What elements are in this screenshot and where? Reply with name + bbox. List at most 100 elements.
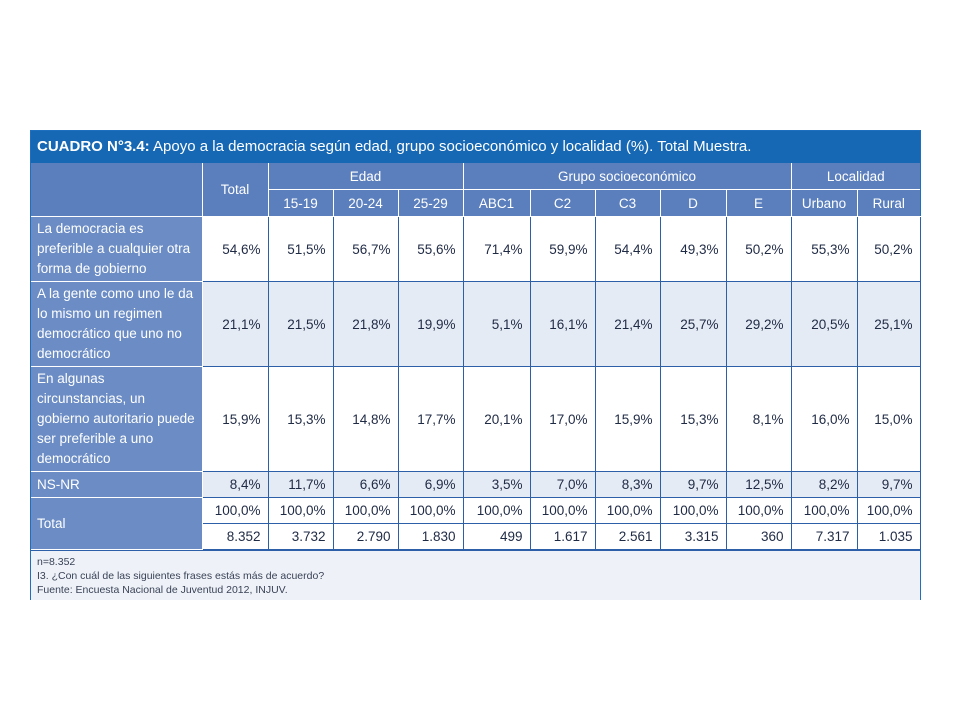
note-question: I3. ¿Con cuál de las siguientes frases e… xyxy=(37,570,325,582)
table-cell: 15,3% xyxy=(268,366,334,472)
table-cell: 50,2% xyxy=(857,216,921,282)
table-cell: 19,9% xyxy=(398,281,464,367)
table-cell: 100,0% xyxy=(463,497,531,524)
table-cell: 17,7% xyxy=(398,366,464,472)
table-cell: 7.317 xyxy=(791,523,858,550)
row-label: NS-NR xyxy=(31,471,203,498)
header-sub: Rural xyxy=(857,189,921,217)
table-cell: 6,9% xyxy=(398,471,464,498)
table-cell: 100,0% xyxy=(595,497,661,524)
table-cell: 100,0% xyxy=(398,497,464,524)
table-cell: 360 xyxy=(726,523,792,550)
table-notes: n=8.352 I3. ¿Con cuál de las siguientes … xyxy=(31,550,920,600)
table-cell: 100,0% xyxy=(530,497,596,524)
header-group-gse: Grupo socioeconómico xyxy=(463,163,792,190)
table-cell: 8,1% xyxy=(726,366,792,472)
table-cell: 6,6% xyxy=(333,471,399,498)
table-cell: 100,0% xyxy=(202,497,269,524)
note-source: Fuente: Encuesta Nacional de Juventud 20… xyxy=(37,584,288,596)
table-cell: 25,7% xyxy=(660,281,727,367)
table-cell: 50,2% xyxy=(726,216,792,282)
table-row-total-counts: 8.352 3.732 2.790 1.830 499 1.617 2.561 … xyxy=(31,523,921,550)
header-sub: C2 xyxy=(530,189,596,217)
table-cell: 54,4% xyxy=(595,216,661,282)
table-cell: 11,7% xyxy=(268,471,334,498)
table-cell: 17,0% xyxy=(530,366,596,472)
table-cell: 100,0% xyxy=(268,497,334,524)
table-row-total-percent: Total 100,0% 100,0% 100,0% 100,0% 100,0%… xyxy=(31,497,921,550)
header-corner xyxy=(31,163,203,217)
table-cell: 49,3% xyxy=(660,216,727,282)
table-cell: 15,9% xyxy=(595,366,661,472)
table-cell: 54,6% xyxy=(202,216,269,282)
table-cell: 15,0% xyxy=(857,366,921,472)
row-label: La democracia es preferible a cualquier … xyxy=(31,216,203,282)
table-cell: 8,2% xyxy=(791,471,858,498)
table-cell: 499 xyxy=(463,523,531,550)
header-sub: 25-29 xyxy=(398,189,464,217)
table-cell: 2.790 xyxy=(333,523,399,550)
table-cell: 20,1% xyxy=(463,366,531,472)
table-title-text: Apoyo a la democracia según edad, grupo … xyxy=(149,138,752,155)
table-cell: 3.732 xyxy=(268,523,334,550)
table-cell: 100,0% xyxy=(660,497,727,524)
header-sub: 15-19 xyxy=(268,189,334,217)
header-sub: ABC1 xyxy=(463,189,531,217)
note-sample-size: n=8.352 xyxy=(37,556,76,568)
table-cell: 55,3% xyxy=(791,216,858,282)
table-cell: 59,9% xyxy=(530,216,596,282)
table-cell: 14,8% xyxy=(333,366,399,472)
header-sub: Urbano xyxy=(791,189,858,217)
table-cell: 15,9% xyxy=(202,366,269,472)
header-total: Total xyxy=(202,163,269,217)
row-label: En algunas circunstancias, un gobierno a… xyxy=(31,366,203,472)
table-cell: 8,4% xyxy=(202,471,269,498)
table-cell: 9,7% xyxy=(660,471,727,498)
header-sub: C3 xyxy=(595,189,661,217)
table-cell: 8.352 xyxy=(202,523,269,550)
header-sub: 20-24 xyxy=(333,189,399,217)
table-row: La democracia es preferible a cualquier … xyxy=(31,216,921,282)
table-cell: 1.830 xyxy=(398,523,464,550)
table-frame: CUADRO N°3.4: Apoyo a la democracia segú… xyxy=(30,130,921,600)
table-cell: 3,5% xyxy=(463,471,531,498)
row-label: A la gente como uno le da lo mismo un re… xyxy=(31,281,203,367)
table-row: NS-NR 8,4% 11,7% 6,6% 6,9% 3,5% 7,0% 8,3… xyxy=(31,471,921,498)
table-cell: 21,1% xyxy=(202,281,269,367)
table-row: A la gente como uno le da lo mismo un re… xyxy=(31,281,921,367)
table-cell: 7,0% xyxy=(530,471,596,498)
table-cell: 16,0% xyxy=(791,366,858,472)
table-cell: 56,7% xyxy=(333,216,399,282)
data-table: Total Edad Grupo socioeconómico Localida… xyxy=(31,163,921,550)
table-cell: 100,0% xyxy=(726,497,792,524)
table-title-number: CUADRO N°3.4: xyxy=(37,138,150,155)
table-cell: 1.035 xyxy=(857,523,921,550)
table-cell: 25,1% xyxy=(857,281,921,367)
header-group-edad: Edad xyxy=(268,163,464,190)
table-cell: 100,0% xyxy=(333,497,399,524)
table-cell: 29,2% xyxy=(726,281,792,367)
table-cell: 3.315 xyxy=(660,523,727,550)
table-cell: 9,7% xyxy=(857,471,921,498)
table-cell: 100,0% xyxy=(857,497,921,524)
header-sub: E xyxy=(726,189,792,217)
table-cell: 20,5% xyxy=(791,281,858,367)
table-cell: 8,3% xyxy=(595,471,661,498)
table-cell: 71,4% xyxy=(463,216,531,282)
table-cell: 21,4% xyxy=(595,281,661,367)
header-sub: D xyxy=(660,189,727,217)
table-cell: 5,1% xyxy=(463,281,531,367)
table-cell: 21,5% xyxy=(268,281,334,367)
table-row: En algunas circunstancias, un gobierno a… xyxy=(31,366,921,472)
table-cell: 15,3% xyxy=(660,366,727,472)
table-cell: 2.561 xyxy=(595,523,661,550)
table-title: CUADRO N°3.4: Apoyo a la democracia segú… xyxy=(31,131,920,163)
table-cell: 21,8% xyxy=(333,281,399,367)
table-cell: 1.617 xyxy=(530,523,596,550)
table-cell: 16,1% xyxy=(530,281,596,367)
table-cell: 100,0% xyxy=(791,497,858,524)
row-label-total: Total xyxy=(31,497,203,550)
table-cell: 12,5% xyxy=(726,471,792,498)
table-cell: 55,6% xyxy=(398,216,464,282)
table-cell: 51,5% xyxy=(268,216,334,282)
